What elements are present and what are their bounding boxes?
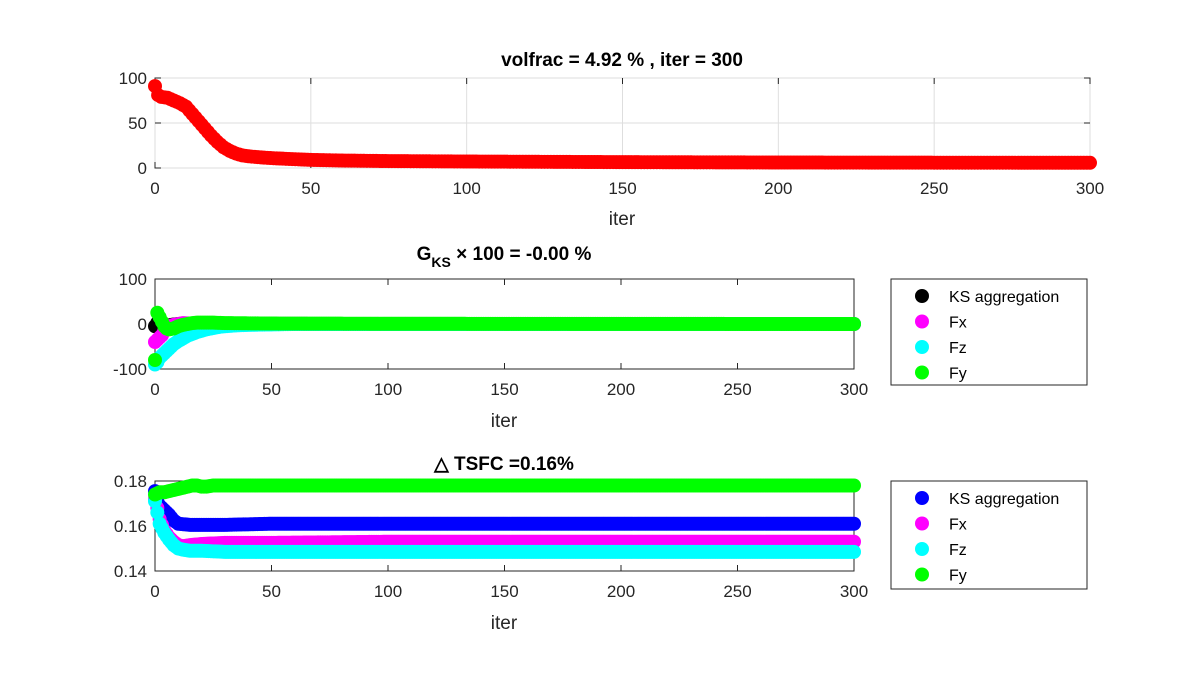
legend: KS aggregation Fx Fz Fy [890,278,1088,386]
data-points [148,305,861,372]
x-tick-label: 100 [374,582,402,601]
x-tick-label: 250 [920,179,948,198]
legend-marker [915,340,929,354]
x-tick-label: 0 [150,380,159,399]
y-tick-label: 50 [128,114,147,133]
legend-label: KS aggregation [949,289,1059,306]
y-tick-label: 100 [119,69,147,88]
legend-marker [915,516,929,531]
subplot-volfrac: 0 50 100 150 200 250 300 0 50 100 volfrac = 4.92 … [119,50,1105,230]
x-tick-label: 100 [374,380,402,399]
data-point [847,544,861,559]
data-point [847,317,861,331]
x-tick-label: 100 [452,179,480,198]
legend-label: Fy [949,366,967,383]
x-tick-label: 150 [490,582,518,601]
x-tick-label: 200 [607,380,635,399]
axis-ticks: 0 50 100 150 200 250 300 0 50 100 [119,69,1105,198]
y-tick-label: -100 [113,360,147,379]
series-ks-aggregation [148,484,861,532]
data-point [847,516,861,531]
chart-title-tsfc: △ TSFC =0.16% [433,454,574,475]
x-tick-label: 50 [262,380,281,399]
legend-marker [915,365,929,380]
y-tick-label: 0.18 [114,472,147,491]
title-subscript: KS [431,254,450,270]
legend-marker [915,491,929,505]
series-0 [148,79,1097,170]
chart-title-volfrac: volfrac = 4.92 % , iter = 300 [501,50,743,71]
series-fz [148,494,861,559]
legend-label: Fx [949,315,967,332]
series-fy [148,478,861,502]
x-tick-label: 0 [150,582,159,601]
y-tick-label: 0.16 [114,517,147,536]
legend-label: Fz [949,542,967,559]
x-tick-label: 150 [490,380,518,399]
legend-label: KS aggregation [949,491,1059,508]
subplot-tsfc: 0 50 100 150 200 250 300 0.14 0.16 0.18 △ TSFC =0… [114,454,1088,634]
x-tick-label: 300 [840,582,868,601]
x-axis-label: iter [491,411,518,432]
y-tick-label: 0.14 [114,562,147,581]
x-tick-label: 250 [723,380,751,399]
title-main: G [417,244,432,265]
y-tick-label: 0 [138,159,147,178]
data-point [150,505,165,520]
legend-label: Fx [949,517,967,534]
y-tick-label: 100 [119,270,147,289]
x-tick-label: 0 [150,179,159,198]
x-tick-label: 50 [262,582,281,601]
data-point [148,353,162,367]
legend-marker [915,567,929,582]
legend: KS aggregation Fx Fz Fy [890,480,1088,590]
legend-marker [915,289,929,303]
data-point [847,478,861,493]
data-point [1083,155,1097,170]
title-rest: × 100 = -0.00 % [451,244,592,265]
legend-marker [915,314,929,329]
x-tick-label: 200 [607,582,635,601]
y-tick-label: 0 [138,315,147,334]
legend-label: Fz [949,340,967,357]
legend-label: Fy [949,568,967,585]
data-points [148,79,1097,170]
x-axis-label: iter [609,209,636,230]
x-axis-label: iter [491,613,518,634]
x-tick-label: 300 [840,380,868,399]
chart-title-gks: GKS × 100 = -0.00 % [417,244,592,270]
x-tick-label: 200 [764,179,792,198]
x-tick-label: 250 [723,582,751,601]
x-tick-label: 300 [1076,179,1104,198]
legend-marker [915,542,929,556]
x-tick-label: 50 [301,179,320,198]
x-tick-label: 150 [608,179,636,198]
data-points [148,478,861,559]
series-fy [148,305,861,367]
axis-ticks: 0 50 100 150 200 250 300 0.14 0.16 0.18 [114,472,868,601]
